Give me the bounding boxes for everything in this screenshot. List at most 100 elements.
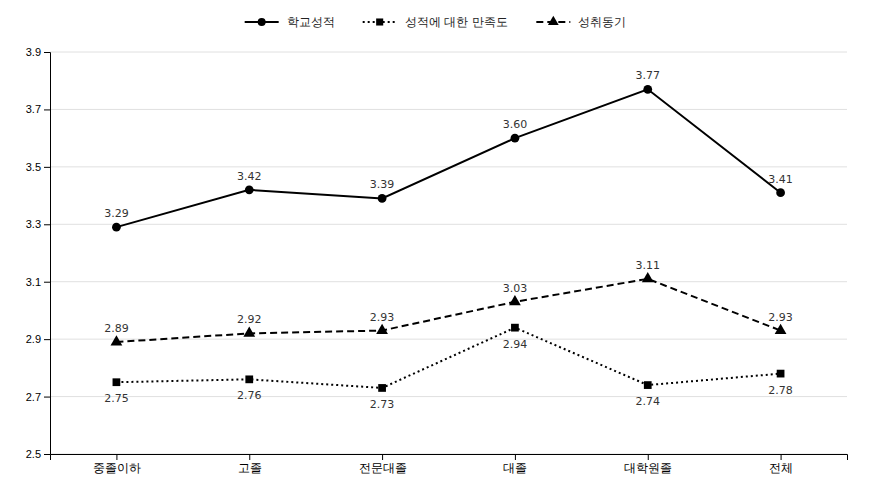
x-tick-mark xyxy=(249,454,250,460)
x-axis: 중졸이하 고졸 전문대졸 대졸 대학원졸 전체 xyxy=(51,454,848,475)
y-tick: 3.7 xyxy=(26,103,50,115)
y-tick-label: 2.7 xyxy=(26,391,41,403)
x-tick: 전문대졸 xyxy=(359,454,407,475)
y-tick-mark xyxy=(44,397,50,398)
x-tick-mark xyxy=(382,454,383,460)
series-marker xyxy=(378,194,387,203)
series-marker xyxy=(111,335,123,345)
legend-item: 성적에 대한 만족도 xyxy=(363,15,509,29)
data-label: 2.73 xyxy=(370,398,395,411)
y-tick: 2.7 xyxy=(26,391,50,403)
y-tick-mark xyxy=(44,109,50,110)
series-marker xyxy=(376,324,388,334)
series-marker xyxy=(378,384,386,392)
series-marker xyxy=(112,223,121,232)
legend: 학교성적 성적에 대한 만족도 성취동기 xyxy=(245,15,627,29)
y-tick: 2.9 xyxy=(26,333,50,345)
x-tick-label: 대학원졸 xyxy=(624,461,672,475)
data-label: 2.94 xyxy=(503,338,527,351)
y-tick-label: 2.5 xyxy=(26,448,41,460)
y-tick-label: 3.1 xyxy=(26,276,41,288)
x-tick-label: 전문대졸 xyxy=(359,461,407,475)
data-label: 2.76 xyxy=(237,389,262,402)
series-marker xyxy=(245,185,254,194)
data-label: 3.42 xyxy=(237,170,262,183)
grid-line xyxy=(50,339,847,340)
x-tick-label: 대졸 xyxy=(503,461,527,475)
legend-marker xyxy=(548,16,559,25)
series-line xyxy=(116,279,780,342)
grid-line xyxy=(50,396,847,397)
x-tick-mark xyxy=(781,454,782,460)
legend-label: 학교성적 xyxy=(287,15,335,29)
series-marker xyxy=(511,134,520,143)
legend-marker xyxy=(258,18,266,26)
y-axis-line xyxy=(44,53,51,455)
y-tick-mark xyxy=(44,339,50,340)
data-label: 2.75 xyxy=(104,392,128,405)
y-tick-label: 3.3 xyxy=(26,218,41,230)
y-tick: 3.3 xyxy=(26,218,50,230)
series-marker xyxy=(243,327,255,337)
grid-line xyxy=(50,52,847,53)
series-marker xyxy=(113,378,121,386)
x-tick-mark xyxy=(515,454,516,460)
legend-item: 성취동기 xyxy=(536,15,626,29)
y-tick-mark xyxy=(44,52,50,53)
data-label: 3.60 xyxy=(503,118,527,131)
marks xyxy=(111,85,787,392)
series-marker xyxy=(775,324,787,334)
y-tick-mark xyxy=(44,167,50,168)
series-marker xyxy=(643,85,652,94)
data-label: 2.93 xyxy=(768,311,793,324)
y-tick: 2.5 xyxy=(26,448,50,460)
legend-marker xyxy=(376,18,383,25)
series-marker xyxy=(776,188,785,197)
series-marker xyxy=(642,272,654,282)
plot: 2.5 2.7 2.9 3.1 3.3 3.5 3.7 3.9 중졸이하 고졸 전문대졸 대졸 대학원졸… xyxy=(26,46,848,475)
series-marker xyxy=(777,370,785,378)
y-tick-mark xyxy=(44,224,50,225)
series-marker xyxy=(511,324,519,332)
legend-label: 성적에 대한 만족도 xyxy=(405,15,509,29)
chart-container: 2.5 2.7 2.9 3.1 3.3 3.5 3.7 3.9 중졸이하 고졸 전문대졸 대졸 대학원졸… xyxy=(0,0,871,494)
data-label: 3.03 xyxy=(503,282,527,295)
x-axis-line xyxy=(51,455,848,461)
data-label: 2.89 xyxy=(104,322,128,335)
data-label: 3.39 xyxy=(370,178,395,191)
x-tick: 고졸 xyxy=(238,454,262,475)
grid-line xyxy=(50,109,847,110)
data-label: 2.78 xyxy=(768,384,793,397)
y-tick-label: 3.7 xyxy=(26,103,41,115)
data-label: 3.41 xyxy=(768,173,793,186)
x-tick-mark xyxy=(116,454,117,460)
series-marker xyxy=(245,375,253,383)
y-axis: 2.5 2.7 2.9 3.1 3.3 3.5 3.7 3.9 xyxy=(26,46,51,460)
y-tick-mark xyxy=(44,454,50,455)
x-tick: 중졸이하 xyxy=(93,454,141,475)
legend-label: 성취동기 xyxy=(578,15,626,29)
y-tick: 3.5 xyxy=(26,161,50,173)
grid-line xyxy=(50,224,847,225)
data-label: 2.74 xyxy=(636,395,661,408)
x-tick: 전체 xyxy=(769,454,793,475)
series-marker xyxy=(509,295,521,305)
x-tick-mark xyxy=(648,454,649,460)
legend-item: 학교성적 xyxy=(245,15,335,29)
data-label: 3.77 xyxy=(636,69,661,82)
x-tick-label: 고졸 xyxy=(238,461,262,475)
y-tick-label: 3.5 xyxy=(26,161,41,173)
series-marker xyxy=(644,381,652,389)
y-tick: 3.9 xyxy=(26,46,50,58)
data-label: 2.92 xyxy=(237,313,262,326)
data-label: 3.11 xyxy=(636,259,661,272)
y-tick-label: 2.9 xyxy=(26,333,41,345)
series-line xyxy=(116,89,780,227)
x-tick-label: 전체 xyxy=(769,461,793,475)
grid-line xyxy=(50,281,847,282)
x-tick: 대학원졸 xyxy=(624,454,672,475)
y-tick: 3.1 xyxy=(26,276,50,288)
data-label: 3.29 xyxy=(104,207,128,220)
data-label: 2.93 xyxy=(370,311,395,324)
x-tick-label: 중졸이하 xyxy=(93,461,141,475)
